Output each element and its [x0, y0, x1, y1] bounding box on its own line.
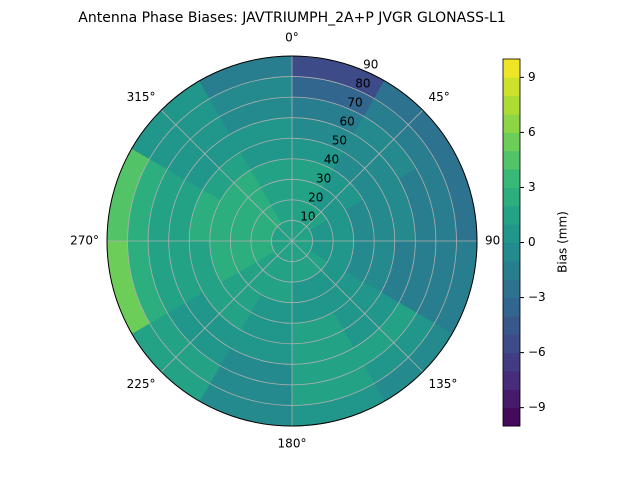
colorbar-band: [503, 169, 520, 188]
grid-spoke: [291, 109, 424, 242]
theta-tick-label: 90: [485, 234, 500, 248]
colorbar-band: [503, 407, 520, 427]
theta-tick-label: 135°: [428, 377, 457, 391]
r-tick-label: 30: [316, 172, 331, 186]
colorbar-band: [503, 205, 520, 225]
theta-tick-label: 180°: [278, 437, 307, 451]
colorbar-tick-label: −3: [528, 290, 546, 304]
theta-tick-label: 0°: [285, 31, 299, 45]
colorbar-band: [503, 315, 520, 335]
r-tick-label: 50: [332, 134, 347, 148]
r-tick-label: 90: [363, 58, 378, 72]
colorbar-tick-label: −6: [528, 345, 546, 359]
colorbar-band: [503, 150, 520, 170]
colorbar-band: [503, 297, 520, 317]
colorbar-band: [503, 370, 520, 390]
grid-spoke: [160, 240, 293, 373]
r-tick-label: 10: [300, 210, 315, 224]
colorbar-tick-label: −9: [528, 400, 546, 414]
colorbar-tick-label: 0: [528, 235, 536, 249]
colorbar-band: [503, 352, 520, 372]
grid-spoke: [291, 240, 424, 373]
grid-spoke: [160, 109, 293, 242]
theta-tick-label: 45°: [428, 90, 449, 104]
colorbar-band: [503, 187, 520, 207]
r-tick-label: 20: [308, 191, 323, 205]
colorbar-band: [503, 77, 520, 97]
colorbar-band: [503, 279, 520, 299]
colorbar-tick-label: 6: [528, 125, 536, 139]
colorbar-tick-label: 9: [528, 70, 536, 84]
theta-tick-label: 225°: [127, 377, 156, 391]
colorbar-label: Bias (mm): [556, 211, 570, 273]
colorbar-band: [503, 224, 520, 243]
colorbar-band: [503, 95, 520, 115]
chart-title: Antenna Phase Biases: JAVTRIUMPH_2A+P JV…: [78, 10, 505, 26]
r-tick-label: 40: [324, 153, 339, 167]
colorbar-band: [503, 260, 520, 280]
theta-tick-label: 315°: [127, 90, 156, 104]
colorbar-band: [503, 59, 520, 78]
colorbar-band: [503, 242, 520, 262]
r-tick-label: 70: [347, 96, 362, 110]
colorbar-band: [503, 114, 520, 133]
polar-frame: [106, 55, 478, 427]
colorbar-band: [503, 389, 520, 409]
colorbar-band: [503, 132, 520, 152]
r-tick-label: 60: [340, 115, 355, 129]
colorbar-tick-label: 3: [528, 180, 536, 194]
theta-tick-label: 270°: [70, 234, 99, 248]
colorbar-band: [503, 334, 520, 354]
r-tick-label: 80: [355, 77, 370, 91]
